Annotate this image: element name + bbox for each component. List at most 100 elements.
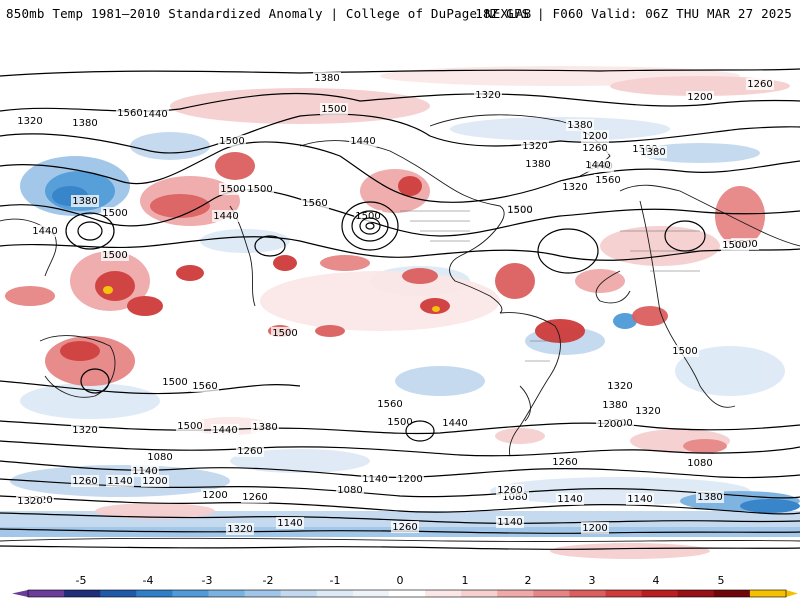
- contour-label: 1080: [147, 452, 172, 463]
- contour-line: [0, 189, 800, 237]
- contour-label-background: [218, 135, 246, 147]
- color-scale-swatch: [136, 590, 173, 597]
- contour-label: 1380: [72, 196, 97, 207]
- color-scale-swatch: [749, 590, 787, 597]
- contour-label: 1320: [72, 425, 97, 436]
- contour-label: 1440: [32, 226, 57, 237]
- contour-label: 1200: [202, 490, 227, 501]
- color-scale-tick-label: -5: [76, 574, 87, 587]
- contour-label: 1200: [582, 523, 607, 534]
- contour-label: 1200: [597, 419, 622, 430]
- contour-label-background: [16, 115, 44, 127]
- contour-label-background: [336, 484, 364, 496]
- contour-line: [0, 236, 800, 261]
- contour-label-background: [161, 376, 189, 388]
- contour-label: 1560: [302, 198, 327, 209]
- height-contours: [0, 68, 800, 551]
- contour-label: 1380: [525, 159, 550, 170]
- contour-label: 1500: [247, 184, 272, 195]
- color-scale-swatch: [569, 590, 607, 597]
- color-scale-outline: [27, 589, 787, 598]
- warm-anomaly-shading: [5, 66, 790, 559]
- contour-label: 1500: [177, 421, 202, 432]
- contour-label-background: [212, 210, 240, 222]
- color-scale-tick-label: 5: [718, 574, 725, 587]
- contour-label: 1440: [442, 418, 467, 429]
- anomaly-map: 1320 1380 1440 1500 1380 1440 1500 1320 1380 1260…: [0, 41, 800, 559]
- contour-label-background: [506, 204, 534, 216]
- color-scale-tick-label: 1: [462, 574, 469, 587]
- contour-label-background: [551, 456, 579, 468]
- contour-label-background: [101, 207, 129, 219]
- contour-label: 1320: [17, 496, 42, 507]
- color-scale-tick-label: 2: [525, 574, 532, 587]
- color-scale-tick-label: -2: [263, 574, 274, 587]
- contour-label: 1500: [672, 346, 697, 357]
- color-scale-tick-label: -4: [143, 574, 154, 587]
- contour-label: 1260: [552, 457, 577, 468]
- contour-label: 1500: [102, 208, 127, 219]
- contour-label-background: [671, 345, 699, 357]
- contour-label: 1500: [355, 211, 380, 222]
- contour-label-background: [396, 473, 424, 485]
- contour-label: 1440: [350, 136, 375, 147]
- contour-label: 1200: [397, 474, 422, 485]
- height-contour-labels: 1320 1380 1440 1500 1380 1440 1500 1320 1380 1260…: [16, 72, 774, 535]
- contour-label: 1200: [142, 476, 167, 487]
- contour-label: 1380: [697, 492, 722, 503]
- contour-label-background: [146, 451, 174, 463]
- contour-label-background: [271, 327, 299, 339]
- contour-label: 1140: [627, 494, 652, 505]
- contour-label-background: [556, 493, 584, 505]
- contour-label-background: [226, 523, 254, 535]
- contour-label: 1140: [497, 517, 522, 528]
- contour-label-background: [176, 420, 204, 432]
- map-panel[interactable]: 1320 1380 1440 1500 1380 1440 1500 1320 1380 1260…: [0, 41, 800, 559]
- contour-label: 1320: [475, 90, 500, 101]
- contour-label: 1380: [602, 400, 627, 411]
- contour-label: 1440: [213, 211, 238, 222]
- color-scale-swatch: [641, 590, 679, 597]
- contour-label-background: [116, 107, 144, 119]
- color-scale-tick-label: 3: [589, 574, 596, 587]
- color-scale-swatch: [352, 590, 390, 597]
- contour-label-background: [71, 117, 99, 129]
- contour-label-background: [606, 380, 634, 392]
- contour-label: 1260: [497, 485, 522, 496]
- contour-label-background: [581, 522, 609, 534]
- contour-line: [0, 545, 800, 551]
- color-scale-swatch: [497, 590, 534, 597]
- contour-line: [0, 478, 800, 499]
- contour-label-background: [131, 465, 159, 477]
- contour-label-background: [496, 516, 524, 528]
- contour-label-background: [581, 142, 609, 154]
- color-scale-swatch: [208, 590, 246, 597]
- contour-label: 1260: [747, 79, 772, 90]
- contour-label-background: [191, 380, 219, 392]
- contour-label: 1560: [377, 399, 402, 410]
- contour-label-background: [320, 103, 348, 115]
- color-scale-swatch: [425, 590, 462, 597]
- color-scale-tick-label: 4: [653, 574, 660, 587]
- contour-label: 1140: [107, 476, 132, 487]
- contour-label-background: [106, 475, 134, 487]
- contour-label: 1560: [117, 108, 142, 119]
- political-borders: [400, 210, 720, 362]
- contour-label: 1140: [132, 466, 157, 477]
- contour-label-background: [601, 399, 629, 411]
- color-scale-swatch: [64, 590, 101, 597]
- closed-centers: [65, 201, 706, 442]
- color-scale-swatch: [244, 590, 282, 597]
- contour-label: 1500: [219, 136, 244, 147]
- contour-label-background: [596, 418, 624, 430]
- contour-label: 1320: [562, 182, 587, 193]
- contour-label: 1380: [567, 120, 592, 131]
- contour-label: 1140: [557, 494, 582, 505]
- contour-label: 1380: [640, 147, 665, 158]
- contour-label: 1200: [582, 131, 607, 142]
- contour-label: 1500: [387, 417, 412, 428]
- contour-label-background: [101, 249, 129, 261]
- contour-label: 1260: [392, 522, 417, 533]
- map-title: 850mb Temp 1981–2010 Standardized Anomal…: [6, 6, 532, 21]
- model-run-label: 18Z GFS | F060 Valid: 06Z THU MAR 27 202…: [475, 6, 792, 21]
